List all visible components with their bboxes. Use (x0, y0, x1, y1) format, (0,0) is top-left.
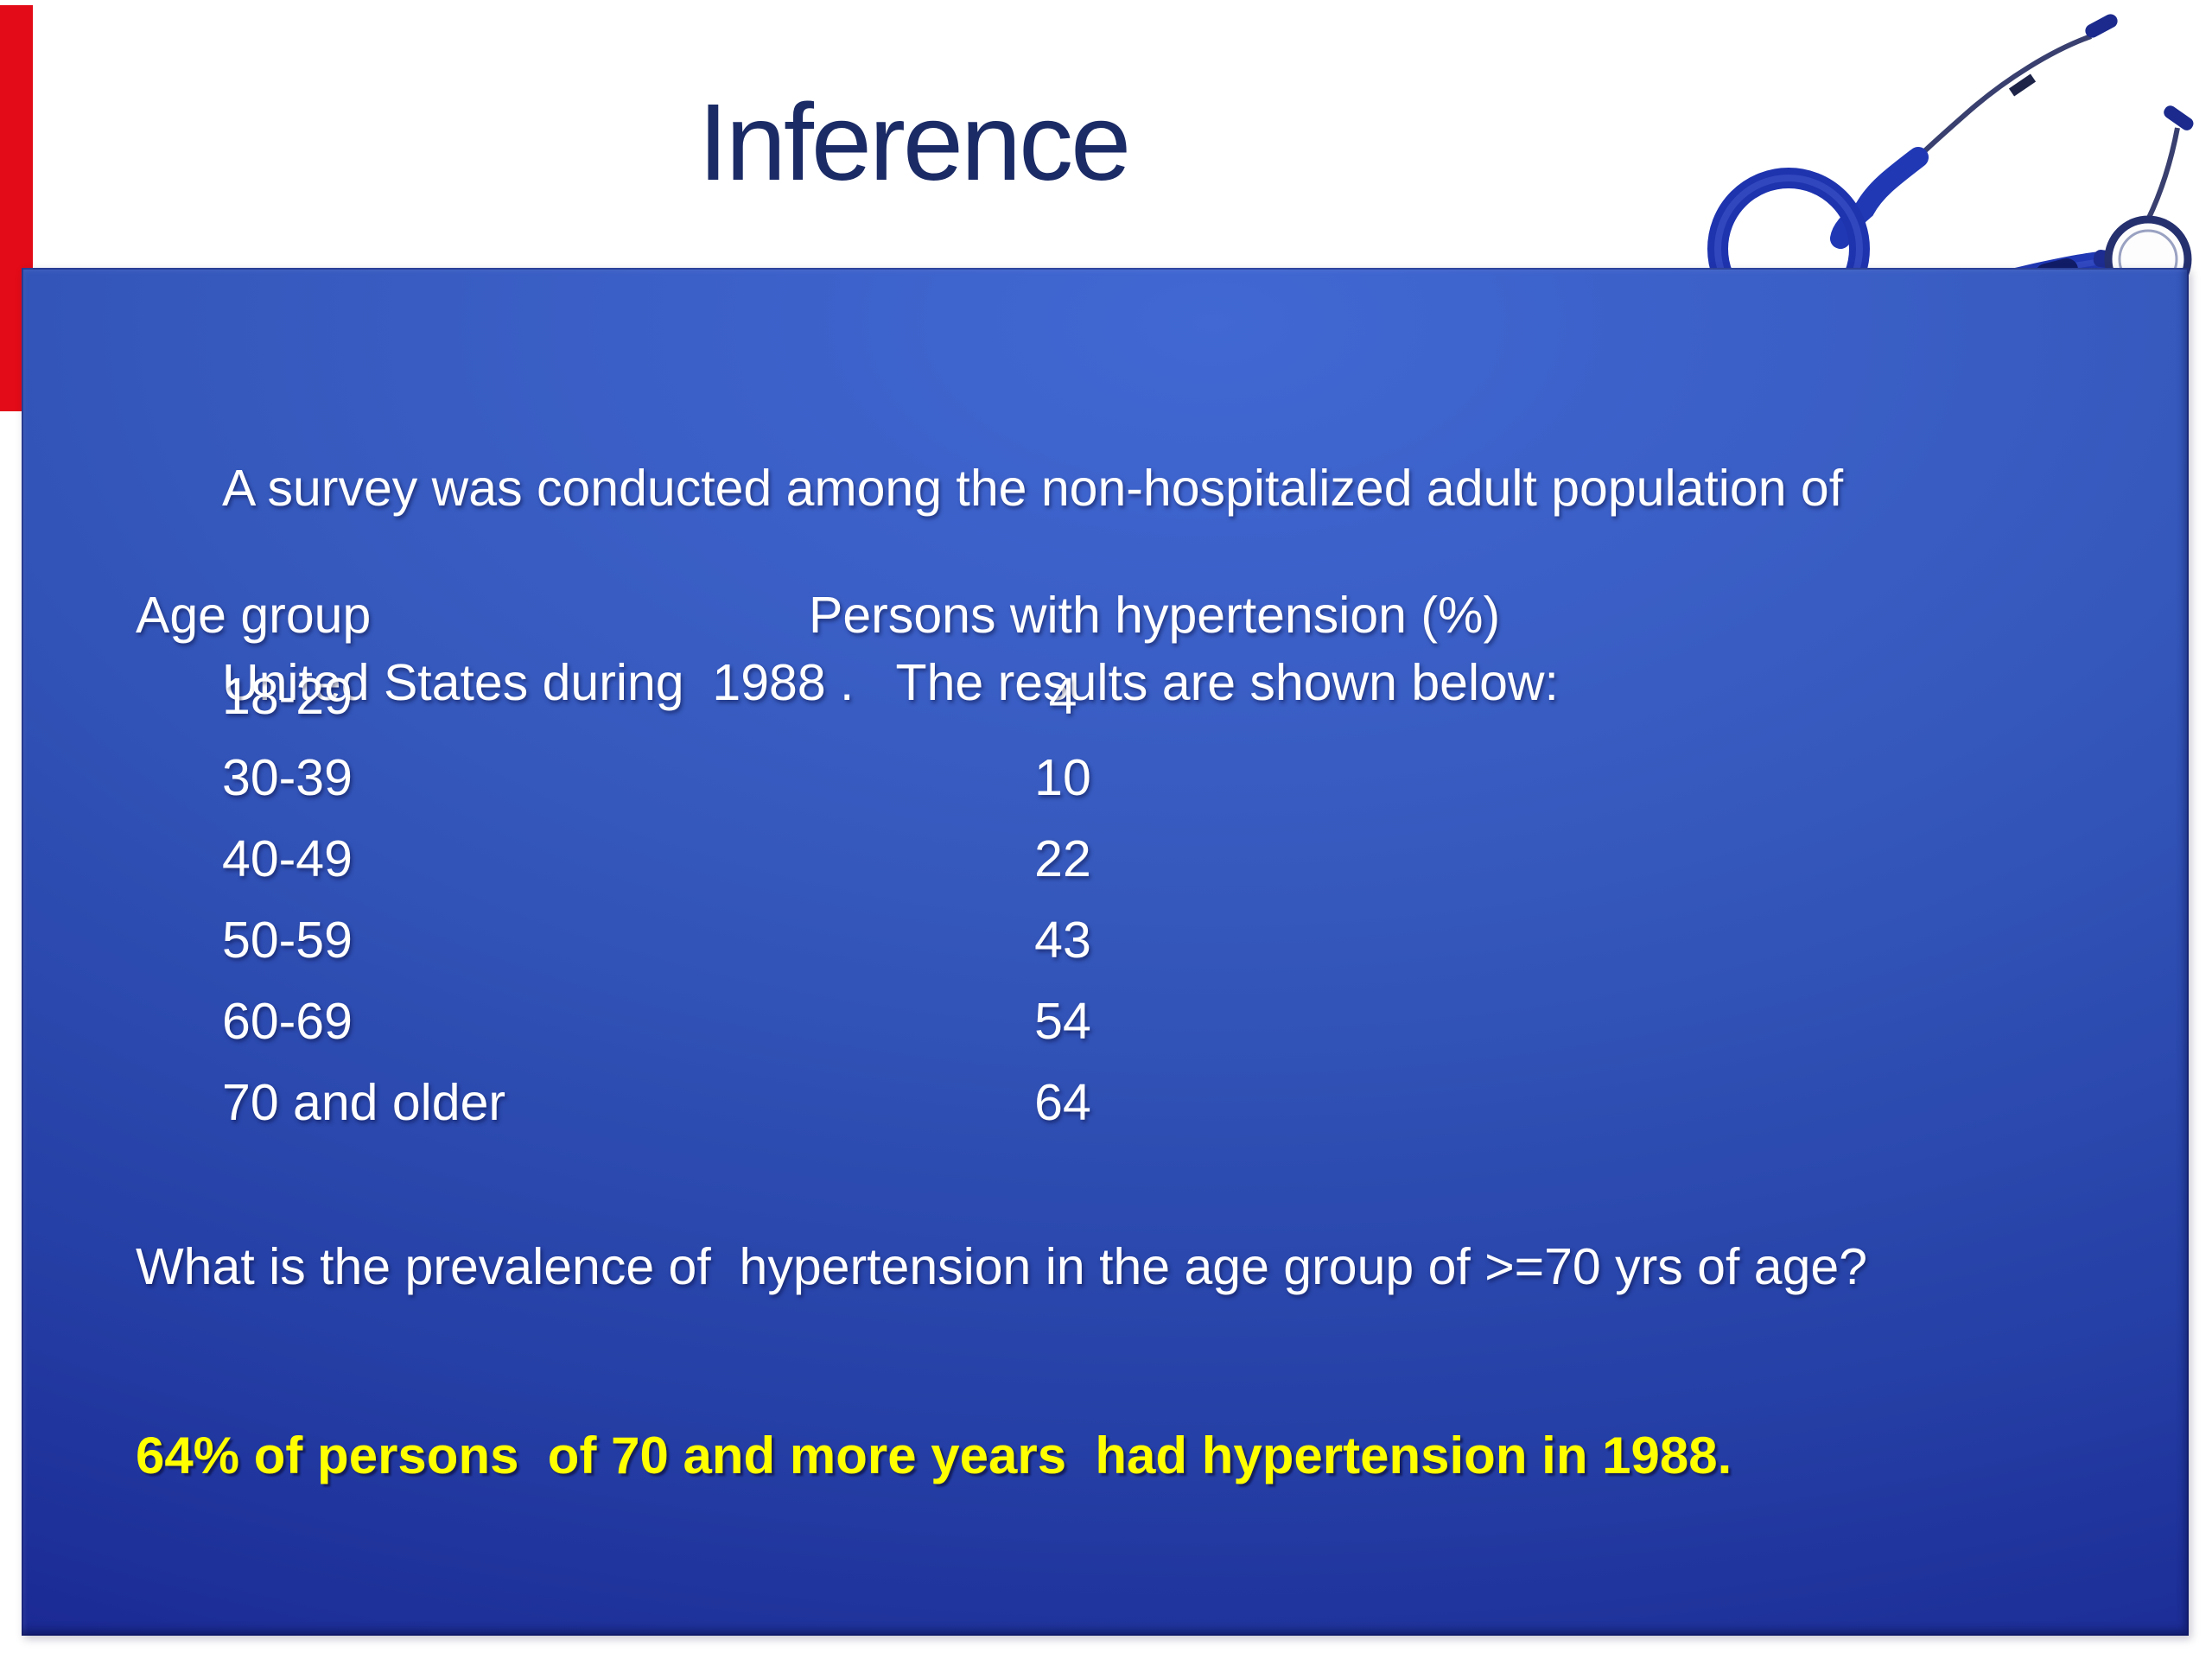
age-cell: 40-49 (222, 830, 353, 887)
intro-line-1: A survey was conducted among the non-hos… (222, 460, 1844, 517)
value-cell: 54 (1034, 993, 1091, 1050)
value-cell: 22 (1034, 830, 1091, 887)
table-row: 60-69 54 (136, 981, 1605, 1062)
value-cell: 4 (1048, 668, 1077, 725)
age-group-header: Age group (136, 587, 372, 644)
age-cell: 60-69 (222, 993, 353, 1050)
age-cell: 70 and older (222, 1074, 506, 1131)
table-row: 50-59 43 (136, 899, 1605, 981)
answer-text: 64% of persons of 70 and more years had … (136, 1427, 1732, 1484)
table-row: 30-39 10 (136, 737, 1605, 818)
intro-paragraph: A survey was conducted among the non-hos… (222, 327, 2106, 845)
age-cell: 30-39 (222, 749, 353, 806)
table-row: 70 and older 64 (136, 1062, 1605, 1143)
intro-line-2: United States during 1988 . The results … (222, 654, 1559, 711)
content-panel: A survey was conducted among the non-hos… (22, 268, 2189, 1636)
table-row: 40-49 22 (136, 818, 1605, 899)
table-header-row: Age group Persons with hypertension (%) (136, 575, 1605, 656)
value-cell: 10 (1034, 749, 1091, 806)
value-cell: 43 (1034, 912, 1091, 969)
table-row: 18-29 4 (136, 656, 1605, 737)
hypertension-table: Age group Persons with hypertension (%) … (136, 575, 1605, 1143)
age-cell: 18-29 (222, 668, 353, 725)
age-cell: 50-59 (222, 912, 353, 969)
question-text: What is the prevalence of hypertension i… (136, 1238, 1868, 1295)
page-title: Inference (697, 81, 1131, 203)
hypertension-header: Persons with hypertension (%) (809, 587, 1501, 644)
value-cell: 64 (1034, 1074, 1091, 1131)
